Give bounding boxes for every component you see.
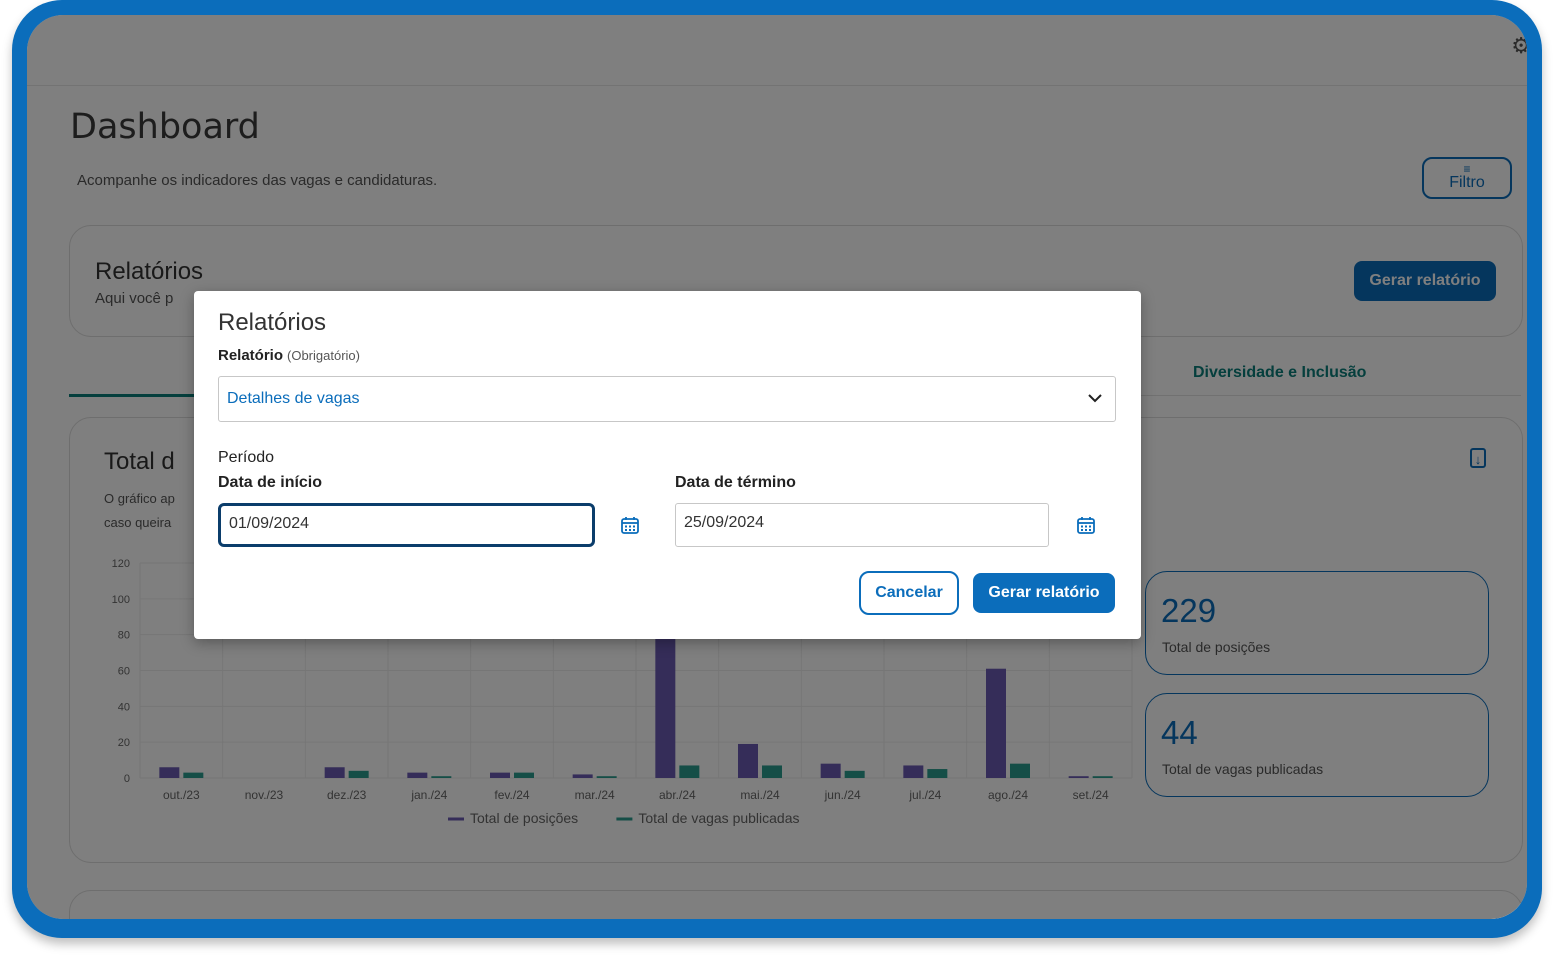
report-label-text: Relatório	[218, 347, 284, 364]
calendar-icon[interactable]	[620, 515, 640, 535]
report-select[interactable]: Detalhes de vagas	[218, 376, 1116, 422]
end-date-label: Data de término	[675, 474, 796, 491]
device-frame: ⚙ Dashboard Acompanhe os indicadores das…	[12, 0, 1542, 938]
period-label: Período	[218, 449, 275, 466]
start-date-input[interactable]: 01/09/2024	[218, 503, 595, 547]
app-screen: ⚙ Dashboard Acompanhe os indicadores das…	[27, 15, 1527, 919]
calendar-icon[interactable]	[1076, 515, 1096, 535]
end-date-input[interactable]: 25/09/2024	[675, 503, 1049, 547]
chevron-down-icon	[1088, 394, 1102, 403]
report-field-label: Relatório (Obrigatório)	[218, 347, 360, 364]
required-hint: (Obrigatório)	[287, 348, 360, 363]
reports-modal: Relatórios Relatório (Obrigatório) Detalh…	[194, 291, 1141, 639]
modal-title: Relatórios	[218, 309, 327, 336]
start-date-label: Data de início	[218, 474, 323, 491]
modal-generate-report-button[interactable]: Gerar relatório	[973, 573, 1115, 613]
report-select-value: Detalhes de vagas	[227, 390, 360, 407]
cancel-button[interactable]: Cancelar	[859, 571, 959, 615]
